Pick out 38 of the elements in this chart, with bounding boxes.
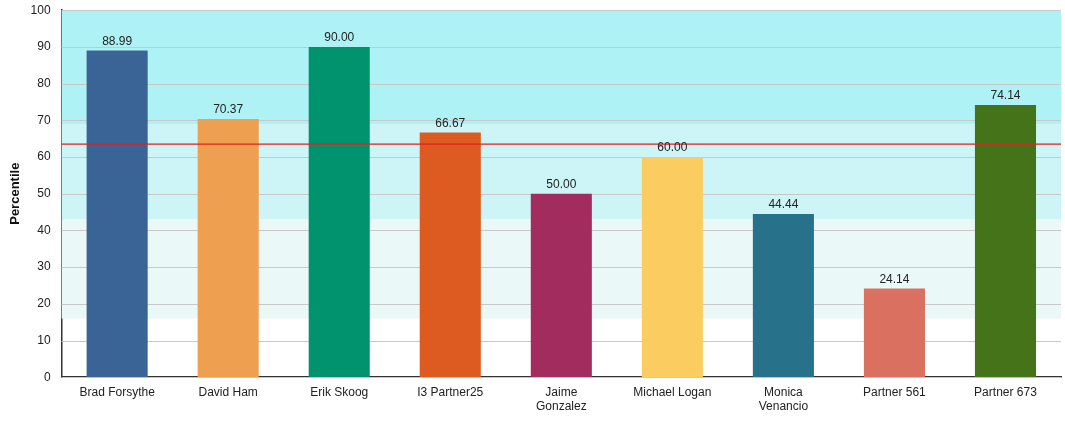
y-tick-label: 20 — [37, 296, 51, 311]
y-tick-label: 80 — [37, 75, 51, 90]
bar — [641, 157, 703, 378]
bar — [86, 50, 148, 378]
x-tick-label: Jaime Gonzalez — [535, 384, 587, 414]
y-tick-label: 0 — [43, 369, 51, 384]
bar — [308, 46, 370, 378]
bar — [752, 214, 814, 378]
y-tick-label: 90 — [37, 39, 51, 54]
x-tick-label: Partner 561 — [863, 384, 927, 399]
bar — [530, 193, 592, 378]
x-tick-label: I3 Partner25 — [417, 384, 484, 399]
x-tick-label: Partner 673 — [974, 384, 1038, 399]
y-tick-label: 30 — [37, 259, 51, 274]
bar — [197, 118, 259, 378]
y-tick-label: 40 — [37, 222, 51, 237]
y-tick-label: 70 — [37, 112, 51, 127]
x-tick-label: Monica Venancio — [758, 384, 809, 414]
x-tick-label: Brad Forsythe — [79, 384, 156, 399]
bar — [863, 288, 925, 378]
data-label: 44.44 — [768, 197, 799, 212]
y-tick-label: 100 — [30, 2, 51, 17]
data-label: 70.37 — [213, 102, 244, 117]
y-axis-title: Percentile — [7, 162, 23, 225]
y-tick-label: 60 — [37, 149, 51, 164]
data-label: 74.14 — [990, 88, 1021, 103]
data-label: 90.00 — [324, 30, 355, 45]
data-label: 88.99 — [102, 33, 133, 48]
data-label: 66.67 — [435, 115, 466, 130]
y-tick-label: 10 — [37, 332, 51, 347]
bar — [419, 132, 481, 378]
data-label: 50.00 — [546, 177, 577, 192]
data-label: 24.14 — [879, 271, 910, 286]
x-tick-label: Erik Skoog — [310, 384, 369, 399]
x-tick-label: Michael Logan — [633, 384, 712, 399]
x-tick-label: David Ham — [198, 384, 258, 399]
y-tick-label: 50 — [37, 186, 51, 201]
bar — [974, 105, 1037, 378]
